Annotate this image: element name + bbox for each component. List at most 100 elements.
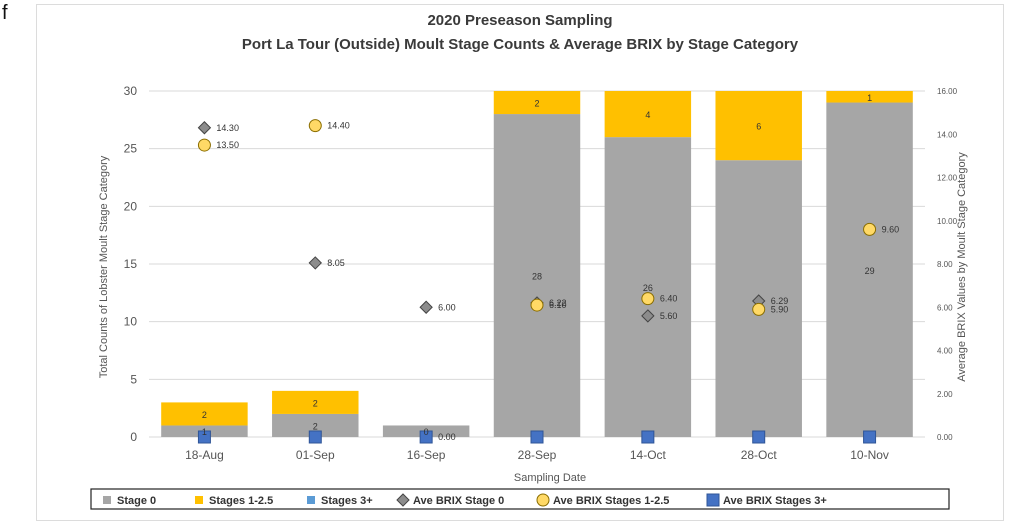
- legend-label: Stage 0: [117, 495, 156, 507]
- legend-label: Ave BRIX Stage 0: [413, 495, 504, 507]
- bar-value-label: 6: [756, 122, 761, 132]
- chart-title: 2020 Preseason Sampling: [427, 12, 612, 29]
- marker-value-label: 6.22: [549, 298, 567, 308]
- bar-value-label: 2: [313, 398, 318, 408]
- data-labels: 1 2 2 2 0 28 2 26 4 6 29 1 14.30 8.05 6.00 6.22 5.60 6.29…: [202, 93, 899, 442]
- y2-tick-label: 8.00: [937, 260, 953, 269]
- marker-value-label: 6.00: [438, 302, 456, 312]
- legend: Stage 0 Stages 1-2.5 Stages 3+ Ave BRIX Sta…: [90, 488, 950, 510]
- bar-value-label: 2: [534, 99, 539, 109]
- bar-stages-1-2-5: [161, 402, 248, 426]
- y-tick-label: 0: [130, 430, 137, 444]
- legend-marker: [396, 493, 410, 507]
- y2-tick-label: 4.00: [937, 347, 953, 356]
- y2-tick-label: 2.00: [937, 390, 953, 399]
- marker-ave-brix-stages-3: [197, 430, 211, 444]
- x-tick-label: 28-Sep: [518, 448, 557, 462]
- marker-value-label: 6.29: [771, 296, 789, 306]
- marker-value-label: 5.60: [660, 311, 678, 321]
- y2-tick-label: 12.00: [937, 174, 958, 183]
- marker-value-label: 14.40: [327, 121, 350, 131]
- bar-stage-0: [493, 114, 581, 438]
- legend-swatch: [195, 496, 203, 504]
- marker-ave-brix-stages-3: [308, 430, 322, 444]
- marker-ave-brix-stage-0: [419, 300, 433, 314]
- y2-tick-label: 6.00: [937, 303, 953, 312]
- bar-value-label: 28: [532, 272, 542, 282]
- marker-ave-brix-stage-0: [641, 309, 655, 323]
- marker-value-label: 5.90: [771, 304, 789, 314]
- y-tick-label: 30: [124, 84, 138, 98]
- x-tick-label: 18-Aug: [185, 448, 224, 462]
- marker-ave-brix-stages-1-2-5: [197, 138, 211, 152]
- y-tick-label: 25: [124, 142, 138, 156]
- bar-value-label: 2: [202, 410, 207, 420]
- bar-stages-1-2-5: [493, 91, 581, 115]
- y2-tick-label: 10.00: [937, 217, 958, 226]
- legend-marker: [706, 493, 720, 507]
- marker-ave-brix-stages-1-2-5: [752, 302, 766, 316]
- panel-letter: f: [2, 2, 8, 24]
- marker-value-label: 6.10: [549, 300, 567, 310]
- marker-ave-brix-stage-0: [308, 256, 322, 270]
- x-tick-label: 10-Nov: [850, 448, 889, 462]
- bar-value-label: 4: [645, 110, 650, 120]
- legend-box: [90, 488, 950, 510]
- y-tick-label: 20: [124, 199, 138, 213]
- x-tick-label: 01-Sep: [296, 448, 335, 462]
- legend-marker: [536, 493, 550, 507]
- y-axis-label: Total Counts of Lobster Moult Stage Cate…: [98, 155, 110, 378]
- bar-stage-0: [604, 137, 692, 437]
- bar-value-label: 1: [202, 427, 207, 437]
- bar-value-label: 2: [313, 421, 318, 431]
- bar-stage-0: [826, 102, 913, 438]
- bar-stages-1-2-5: [826, 91, 913, 103]
- marker-ave-brix-stages-3: [419, 430, 433, 444]
- marker-value-label: 13.50: [216, 140, 239, 150]
- marker-ave-brix-stages-1-2-5: [641, 292, 655, 306]
- marker-ave-brix-stages-3: [752, 430, 766, 444]
- chart-canvas: 2020 Preseason Sampling Port La Tour (Ou…: [90, 12, 968, 510]
- chart-frame: 2020 Preseason Sampling Port La Tour (Ou…: [36, 4, 1004, 521]
- axis-ticks: 0510152025300.002.004.006.008.0010.0012.…: [124, 84, 958, 462]
- bar-stage-0: [272, 413, 359, 437]
- marker-ave-brix-stages-3: [530, 430, 544, 444]
- legend-label: Ave BRIX Stages 1-2.5: [553, 495, 669, 507]
- bar-value-label: 1: [867, 93, 872, 103]
- y2-axis-label: Average BRIX Values by Moult Stage Categ…: [956, 152, 968, 382]
- marker-ave-brix-stages-1-2-5: [530, 298, 544, 312]
- marker-ave-brix-stage-0: [197, 121, 212, 135]
- x-tick-label: 28-Oct: [741, 448, 778, 462]
- x-tick-label: 16-Sep: [407, 448, 446, 462]
- x-axis-label: Sampling Date: [514, 472, 586, 484]
- marker-value-label: 6.40: [660, 294, 678, 304]
- bar-stages-1-2-5: [604, 91, 692, 138]
- marker-value-label: 8.05: [327, 258, 345, 268]
- y2-tick-label: 0.00: [937, 433, 953, 442]
- marker-ave-brix-stages-1-2-5: [308, 119, 322, 133]
- legend-label: Ave BRIX Stages 3+: [723, 495, 827, 507]
- chart-subtitle: Port La Tour (Outside) Moult Stage Count…: [242, 36, 799, 53]
- y-tick-label: 15: [124, 257, 138, 271]
- bar-value-label: 29: [865, 266, 875, 276]
- legend-swatch: [103, 496, 111, 504]
- marker-ave-brix-stages-1-2-5: [863, 222, 877, 236]
- legend-swatch: [307, 496, 315, 504]
- y-tick-label: 10: [124, 315, 138, 329]
- bar-value-label: 0: [424, 427, 429, 437]
- legend-label: Stages 1-2.5: [209, 495, 273, 507]
- marker-value-label: 9.60: [882, 224, 900, 234]
- marker-value-label: 14.30: [216, 123, 239, 133]
- y2-tick-label: 14.00: [937, 130, 958, 139]
- bar-stages-1-2-5: [715, 91, 802, 161]
- y-tick-label: 5: [130, 372, 137, 386]
- y2-tick-label: 16.00: [937, 87, 958, 96]
- marker-ave-brix-stages-3: [641, 430, 655, 444]
- x-tick-label: 14-Oct: [630, 448, 667, 462]
- bar-stages-1-2-5: [272, 390, 359, 414]
- marker-value-label: 0.00: [438, 432, 456, 442]
- marker-ave-brix-stages-3: [863, 430, 877, 444]
- markers: [197, 119, 877, 444]
- legend-label: Stages 3+: [321, 495, 373, 507]
- bar-value-label: 26: [643, 283, 653, 293]
